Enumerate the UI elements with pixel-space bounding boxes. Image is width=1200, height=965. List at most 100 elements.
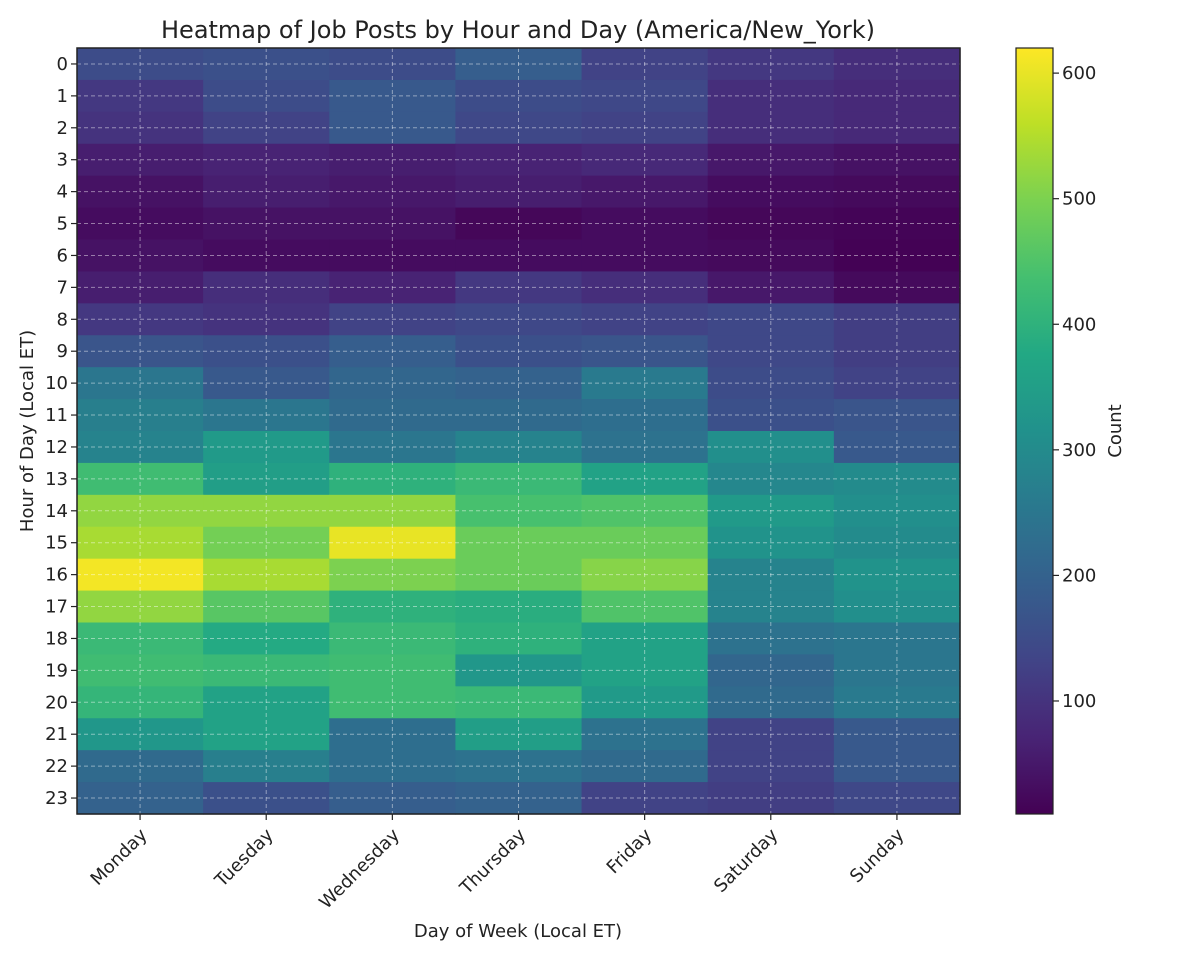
heatmap-cell [581,494,709,528]
heatmap-cell [77,367,204,400]
heatmap-cell [707,462,835,496]
heatmap-cell [455,590,583,624]
heatmap-cell [707,399,835,432]
y-axis-label: Hour of Day (Local ET) [17,330,38,532]
heatmap-cell [455,750,583,783]
heatmap-cells [77,48,961,815]
heatmap-cell [203,590,330,624]
heatmap-cell [455,622,583,656]
heatmap-cell [455,782,583,815]
heatmap-cell [833,526,961,560]
y-tick-label: 10 [45,373,68,394]
heatmap-cell [77,48,204,81]
x-tick-label: Friday [603,824,657,878]
x-tick-label: Thursday [455,824,530,899]
heatmap-cell [329,431,457,464]
heatmap-cell [329,654,457,687]
y-tick-label: 0 [57,54,68,75]
heatmap-cell [77,175,204,209]
heatmap-cell [329,367,457,400]
y-tick-label: 13 [45,469,68,490]
heatmap-cell [77,303,204,336]
heatmap-cell [833,303,961,336]
heatmap-cell [203,367,330,400]
heatmap-cell [581,462,709,496]
heatmap-cell [329,239,457,273]
heatmap-cell [581,143,709,177]
y-tick-label: 7 [57,277,68,298]
heatmap-cell [329,111,457,145]
heatmap-cell [329,590,457,624]
y-tick-label: 19 [45,660,68,681]
colorbar: 100 200 300 400 500 600 [1015,47,1096,815]
heatmap-cell [203,48,330,81]
heatmap-cell [833,782,961,815]
heatmap-cell [833,718,961,751]
heatmap-cell [707,143,835,177]
grid-lines [77,48,960,814]
heatmap-cell [455,111,583,145]
heatmap-cell [455,431,583,464]
heatmap-cell [203,750,330,783]
heatmap-cell [77,622,204,656]
y-tick-label: 2 [57,118,68,139]
heatmap-cell [455,175,583,209]
heatmap-cell [707,558,835,592]
heatmap-cell [833,494,961,528]
y-tick-label: 22 [45,756,68,777]
heatmap-cell [707,654,835,687]
colorbar-tick-label: 200 [1062,565,1096,586]
heatmap-cell [581,48,709,81]
heatmap-cell [77,431,204,464]
heatmap-cell [707,590,835,624]
heatmap-cell [833,239,961,273]
heatmap-cell [77,207,204,241]
heatmap-cell [329,782,457,815]
heatmap-cell [707,239,835,273]
heatmap-cell [77,590,204,624]
heatmap-cell [329,207,457,241]
y-tick-label: 8 [57,309,68,330]
heatmap-cell [833,431,961,464]
heatmap-cell [203,303,330,336]
heatmap-cell [77,143,204,177]
heatmap-cell [707,782,835,815]
heatmap-cell [203,686,330,719]
y-tick-label: 15 [45,533,68,554]
heatmap-cell [707,431,835,464]
heatmap-cell [581,686,709,719]
heatmap-cell [833,79,961,113]
heatmap-cell [707,335,835,368]
heatmap-cell [455,207,583,241]
heatmap-cell [581,175,709,209]
heatmap-cell [455,79,583,113]
heatmap-cell [203,558,330,592]
heatmap-cell [581,431,709,464]
x-tick-label: Wednesday [315,824,404,913]
heatmap-cell [329,750,457,783]
heatmap-cell [329,143,457,177]
x-axis-label: Day of Week (Local ET) [414,921,622,942]
y-tick-label: 17 [45,597,68,618]
heatmap-cell [707,207,835,241]
heatmap-cell [833,590,961,624]
heatmap-cell [329,303,457,336]
heatmap-cell [455,718,583,751]
heatmap-cell [455,462,583,496]
colorbar-tick-label: 100 [1062,691,1096,712]
heatmap-cell [329,335,457,368]
heatmap-cell [77,718,204,751]
heatmap-cell [581,303,709,336]
heatmap-cell [203,175,330,209]
heatmap-cell [329,494,457,528]
heatmap-cell [581,782,709,815]
heatmap-cell [203,79,330,113]
heatmap-cell [581,335,709,368]
colorbar-label: Count [1105,404,1126,457]
heatmap-cell [455,686,583,719]
heatmap-cell [329,558,457,592]
heatmap-cell [77,526,204,560]
heatmap-cell [581,590,709,624]
x-tick-label: Sunday [846,824,909,887]
